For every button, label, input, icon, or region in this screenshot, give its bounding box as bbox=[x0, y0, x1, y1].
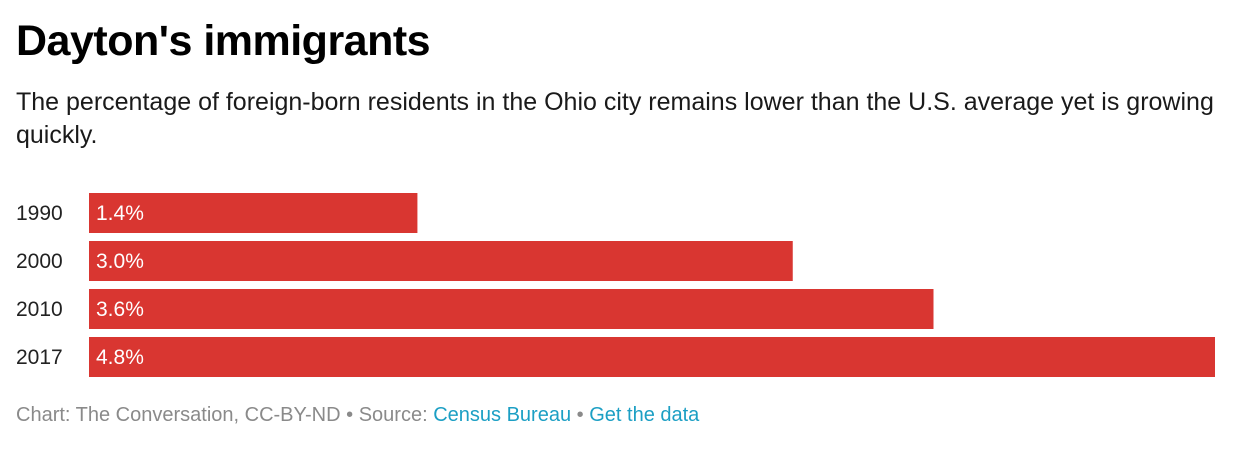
bar[interactable] bbox=[89, 193, 418, 233]
footer-separator: • bbox=[576, 404, 584, 426]
get-data-link[interactable]: Get the data bbox=[589, 404, 700, 426]
category-label: 2010 bbox=[16, 298, 63, 321]
bar-chart: 1990 1.4% 2000 3.0% 2010 3.6% 2017 4.8% bbox=[16, 193, 1215, 377]
bar[interactable] bbox=[89, 241, 793, 281]
bar[interactable] bbox=[89, 337, 1215, 377]
credit-text: Chart: The Conversation, CC-BY-ND bbox=[16, 404, 341, 426]
category-label: 2017 bbox=[16, 346, 63, 369]
chart-subtitle: The percentage of foreign-born residents… bbox=[16, 88, 1214, 149]
bar[interactable] bbox=[89, 289, 934, 329]
chart-footer: Chart: The Conversation, CC-BY-ND • Sour… bbox=[16, 404, 699, 427]
value-label: 3.6% bbox=[96, 298, 144, 321]
source-prefix: Source: bbox=[358, 404, 434, 426]
source-link[interactable]: Census Bureau bbox=[433, 404, 572, 426]
chart-title: Dayton's immigrants bbox=[16, 17, 431, 65]
value-label: 4.8% bbox=[96, 346, 144, 369]
value-label: 1.4% bbox=[96, 202, 144, 225]
category-label: 1990 bbox=[16, 202, 63, 225]
category-label: 2000 bbox=[16, 250, 63, 273]
value-label: 3.0% bbox=[96, 250, 144, 273]
footer-separator: • bbox=[346, 404, 354, 426]
